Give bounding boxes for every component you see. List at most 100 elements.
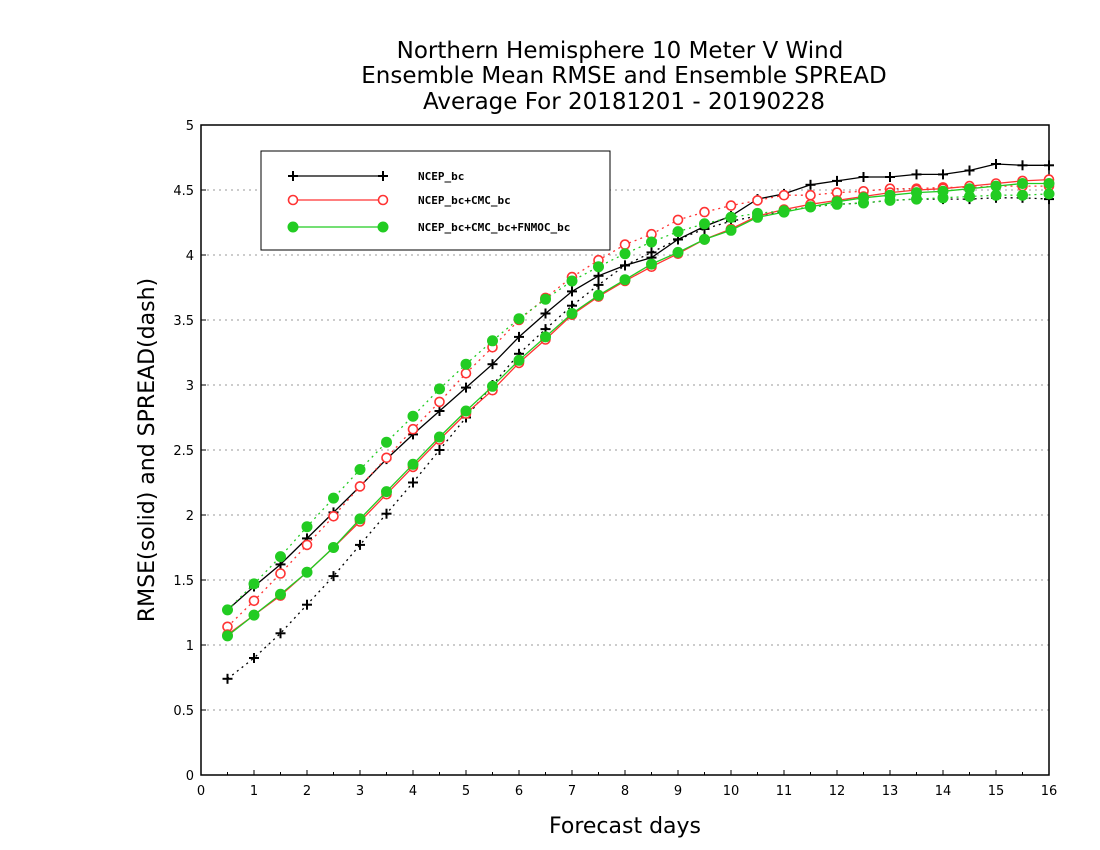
spread-point — [778, 189, 790, 201]
spread-point — [540, 293, 551, 305]
spread-point — [328, 492, 339, 504]
rmse-point — [593, 289, 604, 301]
y-tick-label: 4.5 — [173, 184, 194, 199]
spread-point — [566, 275, 578, 287]
spread-point — [381, 508, 392, 519]
spread-point — [407, 410, 419, 422]
spread-point — [434, 445, 445, 455]
rmse-line — [227, 182, 1049, 637]
rmse-point — [672, 246, 684, 258]
rmse-point — [937, 185, 949, 197]
spread-point — [275, 568, 286, 579]
spread-line — [227, 193, 1050, 611]
rmse-point — [964, 183, 975, 195]
spread-point — [593, 261, 604, 273]
x-tick-label: 16 — [1041, 784, 1058, 799]
axis-ticks: 00.511.522.533.544.550 1 2 3 4 5 6 7 8 9 10 11 12 13 1… — [173, 119, 1057, 799]
legend-sample-0 — [288, 171, 388, 181]
spread-point — [248, 578, 260, 590]
y-tick-label: 0 — [186, 769, 194, 784]
spread-point — [434, 396, 445, 408]
spread-point — [249, 653, 259, 663]
rmse-point — [699, 233, 710, 245]
spread-point — [328, 571, 339, 582]
x-tick-label: 1 — [250, 784, 258, 799]
y-tick-label: 1 — [186, 639, 194, 654]
spread-point — [1017, 189, 1028, 201]
x-tick-label: 10 — [723, 784, 740, 799]
spread-point — [328, 510, 339, 522]
spread-point — [1043, 188, 1055, 200]
spread-point — [460, 358, 472, 370]
spread-point — [805, 189, 816, 201]
rmse-point — [858, 172, 869, 182]
rmse-point — [911, 169, 922, 180]
rmse-point — [911, 187, 922, 199]
chart-title-line-3: Average For 20181201 - 20190228 — [423, 89, 825, 115]
spread-point — [699, 206, 710, 218]
spread-point — [619, 248, 631, 260]
x-tick-label: 11 — [776, 784, 793, 799]
rmse-point — [1017, 178, 1028, 189]
spread-point — [619, 239, 631, 250]
spread-point — [513, 313, 525, 325]
spread-point — [381, 452, 392, 464]
rmse-point — [725, 224, 737, 236]
rmse-point — [301, 566, 313, 578]
rmse-point — [381, 486, 392, 498]
spread-point — [990, 189, 1002, 201]
legend-sample-2 — [287, 221, 389, 233]
legend-samples — [287, 171, 389, 233]
legend-sample-marker — [378, 171, 388, 181]
spread-point — [381, 436, 392, 448]
rmse-point — [487, 380, 498, 392]
spread-point — [725, 200, 737, 211]
x-axis-title: Forecast days — [549, 814, 701, 839]
x-tick-label: 12 — [829, 784, 846, 799]
spread-point — [275, 551, 286, 563]
spread-point — [222, 673, 233, 684]
rmse-point — [964, 165, 975, 176]
y-tick-label: 3.5 — [173, 314, 194, 329]
x-tick-label: 15 — [988, 784, 1005, 799]
rmse-point — [540, 331, 551, 343]
rmse-point — [434, 406, 445, 416]
rmse-point — [620, 260, 630, 271]
y-tick-label: 2 — [186, 509, 194, 524]
rmse-point — [885, 172, 895, 182]
legend-label-ncep-cmc: NCEP_bc+CMC_bc — [418, 194, 511, 207]
x-tick-label: 8 — [621, 784, 629, 799]
spread-point — [593, 279, 604, 290]
rmse-point — [487, 359, 498, 370]
spread-point — [222, 604, 233, 616]
x-tick-label: 9 — [674, 784, 682, 799]
rmse-point — [540, 308, 551, 319]
y-tick-label: 2.5 — [173, 444, 194, 459]
spread-point — [752, 195, 763, 206]
x-tick-label: 6 — [515, 784, 523, 799]
rmse-point — [460, 405, 472, 417]
spread-point — [301, 521, 313, 533]
y-tick-label: 5 — [186, 119, 194, 134]
rmse-point — [991, 159, 1001, 169]
rmse-point — [354, 513, 366, 525]
rmse-point — [434, 431, 445, 443]
rmse-point — [275, 588, 286, 600]
x-tick-label: 14 — [935, 784, 952, 799]
series-2 — [222, 178, 1055, 642]
rmse-point — [1043, 178, 1055, 189]
rmse-point — [248, 609, 260, 621]
rmse-point — [858, 192, 869, 204]
chart-title-line-2: Ensemble Mean RMSE and Ensemble SPREAD — [361, 63, 886, 89]
legend-sample-marker — [377, 194, 389, 206]
spread-line — [227, 185, 1049, 628]
series-layer — [222, 159, 1055, 684]
spread-point — [248, 595, 260, 607]
spread-point — [354, 481, 366, 492]
spread-point — [672, 226, 684, 238]
x-tick-label: 7 — [568, 784, 576, 799]
rmse-point — [461, 382, 471, 393]
x-tick-label: 3 — [356, 784, 364, 799]
x-tick-label: 5 — [462, 784, 470, 799]
rmse-point — [832, 175, 842, 186]
